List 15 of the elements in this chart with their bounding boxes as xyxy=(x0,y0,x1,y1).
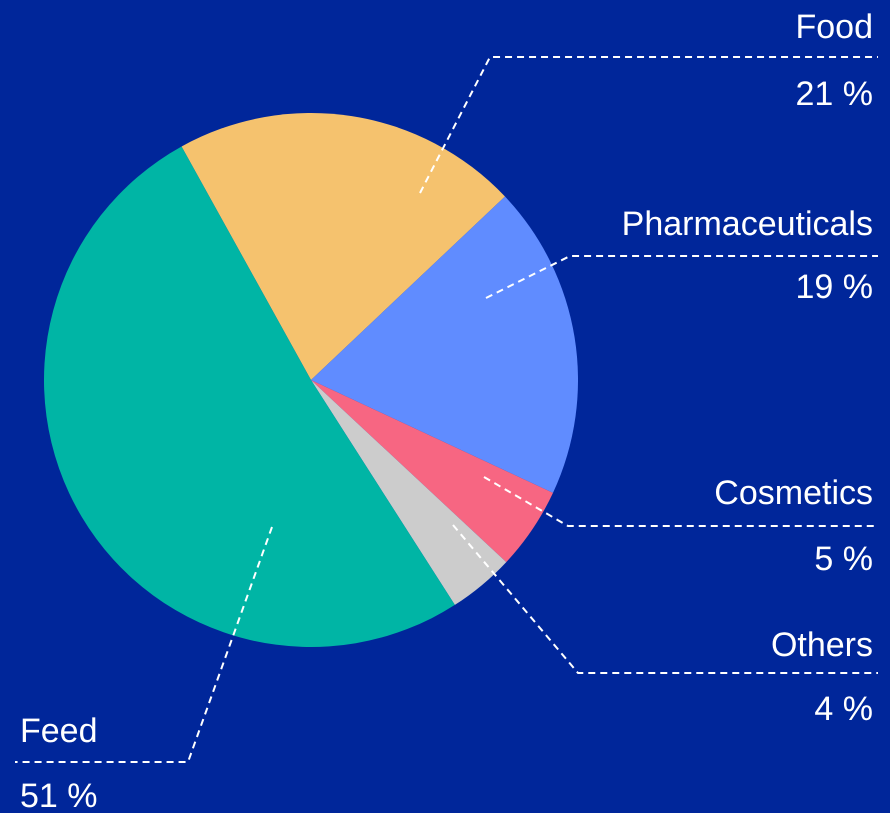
data-label: 51 % xyxy=(20,777,98,813)
pie-slice xyxy=(182,113,505,380)
slice-label: Pharmaceuticals xyxy=(622,205,873,243)
pie-slice xyxy=(311,380,553,562)
slice-label: Feed xyxy=(20,712,98,750)
data-label: 19 % xyxy=(796,268,873,306)
data-label: 21 % xyxy=(796,75,873,113)
data-label: 4 % xyxy=(814,690,873,728)
data-label: 5 % xyxy=(814,540,873,578)
pie-slice xyxy=(44,146,455,647)
slice-label: Others xyxy=(770,626,873,664)
pie-slice xyxy=(311,196,578,493)
pie-slice xyxy=(311,380,506,605)
slice-label: Cosmetics xyxy=(714,474,873,512)
slice-label: Food xyxy=(796,8,873,46)
